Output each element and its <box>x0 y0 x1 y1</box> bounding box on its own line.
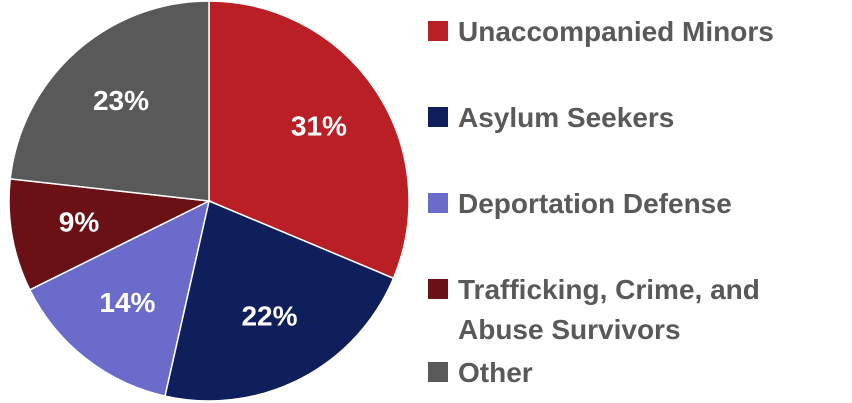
legend-item-deportation-defense: Deportation Defense <box>428 184 732 224</box>
pie-slice-trafficking-crime-and-abuse-survivors <box>8 178 212 291</box>
legend-swatch <box>428 193 448 213</box>
legend-swatch <box>428 362 448 382</box>
pie-plot-area: 31% 22% 14% 9% 23% <box>8 0 410 402</box>
legend-swatch <box>428 107 448 127</box>
pie-slice-label: 23% <box>93 85 149 116</box>
legend-swatch <box>428 21 448 41</box>
pie-slice-deportation-defense <box>28 199 211 397</box>
pie-slice-label: 31% <box>291 110 347 141</box>
pie-slice-label: 9% <box>59 206 100 237</box>
legend-label: Trafficking, Crime, and Abuse Survivors <box>458 274 760 345</box>
legend-label: Unaccompanied Minors <box>458 16 774 47</box>
pie-slice-label: 22% <box>241 301 297 332</box>
legend-item-unaccompanied-minors: Unaccompanied Minors <box>428 12 774 52</box>
pie-slice-label: 14% <box>99 287 155 318</box>
legend-item-trafficking-crime-abuse-survivors: Trafficking, Crime, and Abuse Survivors <box>428 270 760 350</box>
pie-slice-unaccompanied-minors <box>208 0 410 280</box>
legend-item-other: Other <box>428 353 533 393</box>
legend: Unaccompanied Minors Asylum Seekers Depo… <box>428 0 852 403</box>
legend-label: Asylum Seekers <box>458 102 675 133</box>
legend-label: Other <box>458 357 533 388</box>
legend-label: Deportation Defense <box>458 188 732 219</box>
pie-slice-asylum-seekers <box>164 199 395 402</box>
pie-slice-other <box>9 0 210 202</box>
legend-swatch <box>428 279 448 299</box>
legend-item-asylum-seekers: Asylum Seekers <box>428 98 674 138</box>
